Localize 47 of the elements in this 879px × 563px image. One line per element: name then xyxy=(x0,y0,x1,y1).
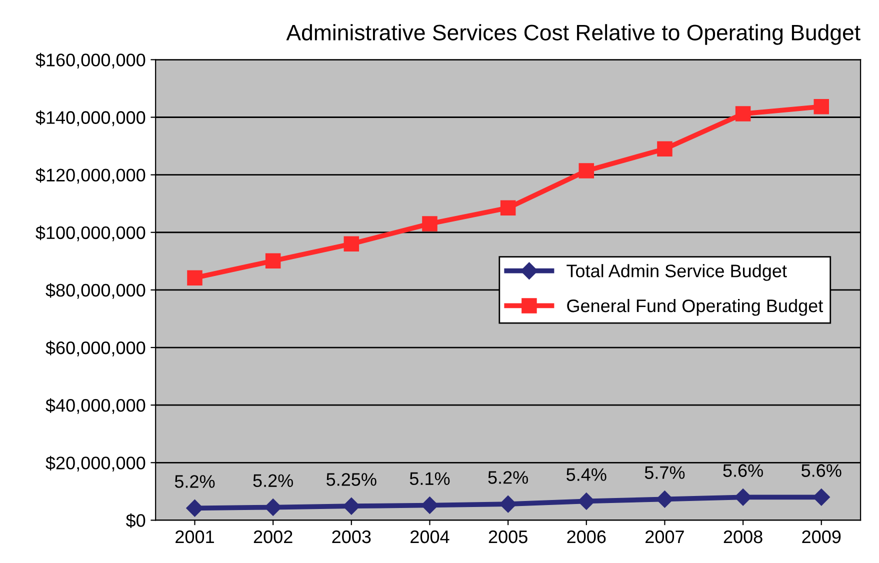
point xyxy=(814,98,830,114)
annotation: 5.1% xyxy=(410,472,450,486)
x-tick-label: 2004 xyxy=(410,530,450,544)
point xyxy=(656,490,674,508)
x-tick-label: 2005 xyxy=(488,530,528,544)
x-tick-label: 2006 xyxy=(567,530,606,544)
annotation: 5.6% xyxy=(802,464,842,477)
point xyxy=(422,216,438,232)
x-tick-label: 2003 xyxy=(332,530,371,544)
y-tick-label: $40,000,000 xyxy=(46,398,146,414)
annotation: 5.2% xyxy=(488,471,528,484)
point xyxy=(265,253,281,269)
y-tick-label: $100,000,000 xyxy=(36,226,146,242)
point xyxy=(344,236,360,252)
legend-label: General Fund Operating Budget xyxy=(567,298,824,316)
point xyxy=(812,488,830,506)
annotation: 5.4% xyxy=(566,468,606,481)
y-tick-label: $140,000,000 xyxy=(36,110,146,126)
point xyxy=(186,500,204,517)
y-tick-label: $60,000,000 xyxy=(46,340,146,356)
point xyxy=(264,498,282,516)
annotation: 5.25% xyxy=(326,473,376,486)
point xyxy=(500,496,517,513)
point xyxy=(735,106,751,122)
y-tick-label: $120,000,000 xyxy=(36,168,146,184)
annotation: 5.2% xyxy=(174,475,215,488)
annotation: 5.7% xyxy=(644,466,685,479)
point xyxy=(187,270,202,286)
x-tick-label: 2001 xyxy=(176,530,214,544)
y-tick-label: $20,000,000 xyxy=(46,456,146,472)
point xyxy=(342,498,360,515)
y-tick-label: $0 xyxy=(126,513,146,528)
legend-label: Total Admin Service Budget xyxy=(566,264,787,281)
point xyxy=(421,496,438,514)
x-tick-label: 2009 xyxy=(802,530,841,544)
chart-title: Administrative Services Cost Relative to Operating Budget xyxy=(286,24,860,45)
point xyxy=(500,200,516,216)
point xyxy=(657,141,672,157)
point xyxy=(578,163,594,178)
x-tick-label: 2007 xyxy=(646,530,684,544)
x-tick-label: 2008 xyxy=(724,530,762,544)
annotation: 5.2% xyxy=(253,474,294,488)
point xyxy=(578,492,595,510)
y-tick-label: $80,000,000 xyxy=(46,283,146,299)
annotation: 5.6% xyxy=(723,464,763,477)
x-tick-label: 2002 xyxy=(254,530,292,544)
y-tick-label: $160,000,000 xyxy=(36,52,146,69)
